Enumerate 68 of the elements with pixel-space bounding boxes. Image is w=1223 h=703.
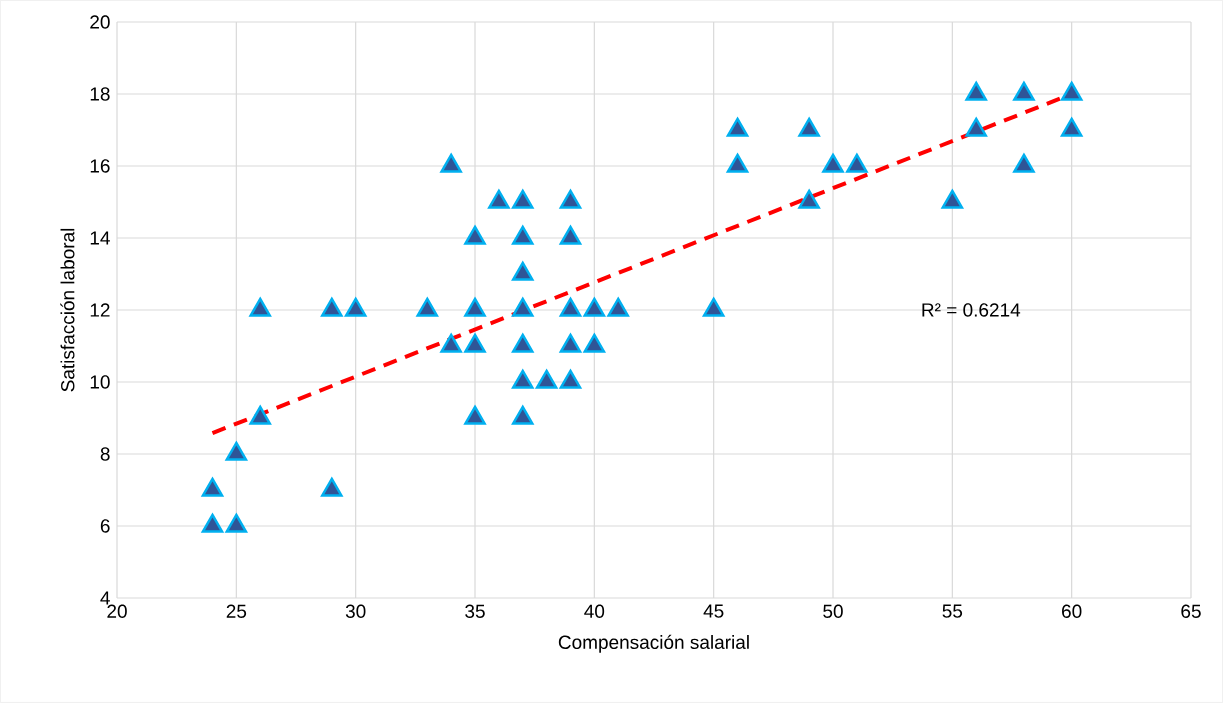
- y-tick-label: 18: [90, 87, 110, 101]
- point: [511, 333, 534, 353]
- point: [559, 225, 582, 245]
- y-tick-label: 12: [90, 303, 110, 317]
- point: [225, 441, 248, 461]
- point: [249, 297, 271, 317]
- point: [511, 261, 534, 281]
- point: [225, 513, 248, 533]
- point: [535, 369, 558, 389]
- point: [726, 153, 749, 173]
- point: [321, 477, 343, 497]
- point: [846, 153, 868, 173]
- point: [1013, 153, 1035, 173]
- point: [440, 153, 462, 173]
- point: [702, 297, 725, 317]
- y-tick-label: 16: [90, 159, 110, 173]
- point: [941, 189, 964, 209]
- point: [249, 405, 271, 425]
- y-tick-label: 8: [100, 447, 110, 461]
- point: [511, 369, 534, 389]
- y-tick-label: 6: [100, 519, 110, 533]
- point: [511, 297, 534, 317]
- x-tick-label: 40: [584, 604, 605, 618]
- point: [798, 189, 820, 209]
- point: [511, 189, 534, 209]
- x-tick-label: 60: [1062, 604, 1082, 618]
- point: [1060, 117, 1083, 137]
- point: [416, 297, 439, 317]
- point: [965, 117, 987, 137]
- annotation: R² = 0.6214: [922, 303, 1021, 317]
- point: [583, 297, 606, 317]
- point: [1013, 81, 1035, 101]
- point: [559, 189, 582, 209]
- point: [464, 297, 486, 317]
- point: [464, 225, 486, 245]
- point: [201, 477, 224, 497]
- x-tick-label: 55: [942, 604, 963, 618]
- x-tick-label: 65: [1181, 604, 1201, 618]
- point: [321, 297, 343, 317]
- point: [511, 225, 534, 245]
- point: [201, 513, 224, 533]
- y-tick-label: 20: [90, 15, 110, 29]
- x-tick-label: 25: [226, 604, 247, 618]
- point: [607, 297, 629, 317]
- y-axis-title: Satisfacción laboral: [60, 228, 75, 392]
- point: [583, 333, 606, 353]
- point: [559, 297, 582, 317]
- x-tick-label: 35: [465, 604, 485, 618]
- point: [440, 333, 462, 353]
- point: [798, 117, 820, 137]
- point: [344, 297, 367, 317]
- point: [511, 405, 534, 425]
- x-tick-label: 50: [823, 604, 843, 618]
- point: [559, 333, 582, 353]
- point: [822, 153, 844, 173]
- point: [488, 189, 510, 209]
- point: [965, 81, 987, 101]
- y-tick-label: 4: [100, 591, 110, 605]
- x-tick-label: 30: [345, 604, 366, 618]
- y-tick-label: 14: [90, 231, 110, 245]
- x-axis-title: Compensación salarial: [558, 634, 749, 653]
- x-tick-label: 45: [703, 604, 724, 618]
- point: [464, 333, 486, 353]
- point: [1060, 81, 1083, 101]
- point: [464, 405, 486, 425]
- y-tick-label: 10: [90, 375, 110, 389]
- point: [559, 369, 582, 389]
- point: [726, 117, 749, 137]
